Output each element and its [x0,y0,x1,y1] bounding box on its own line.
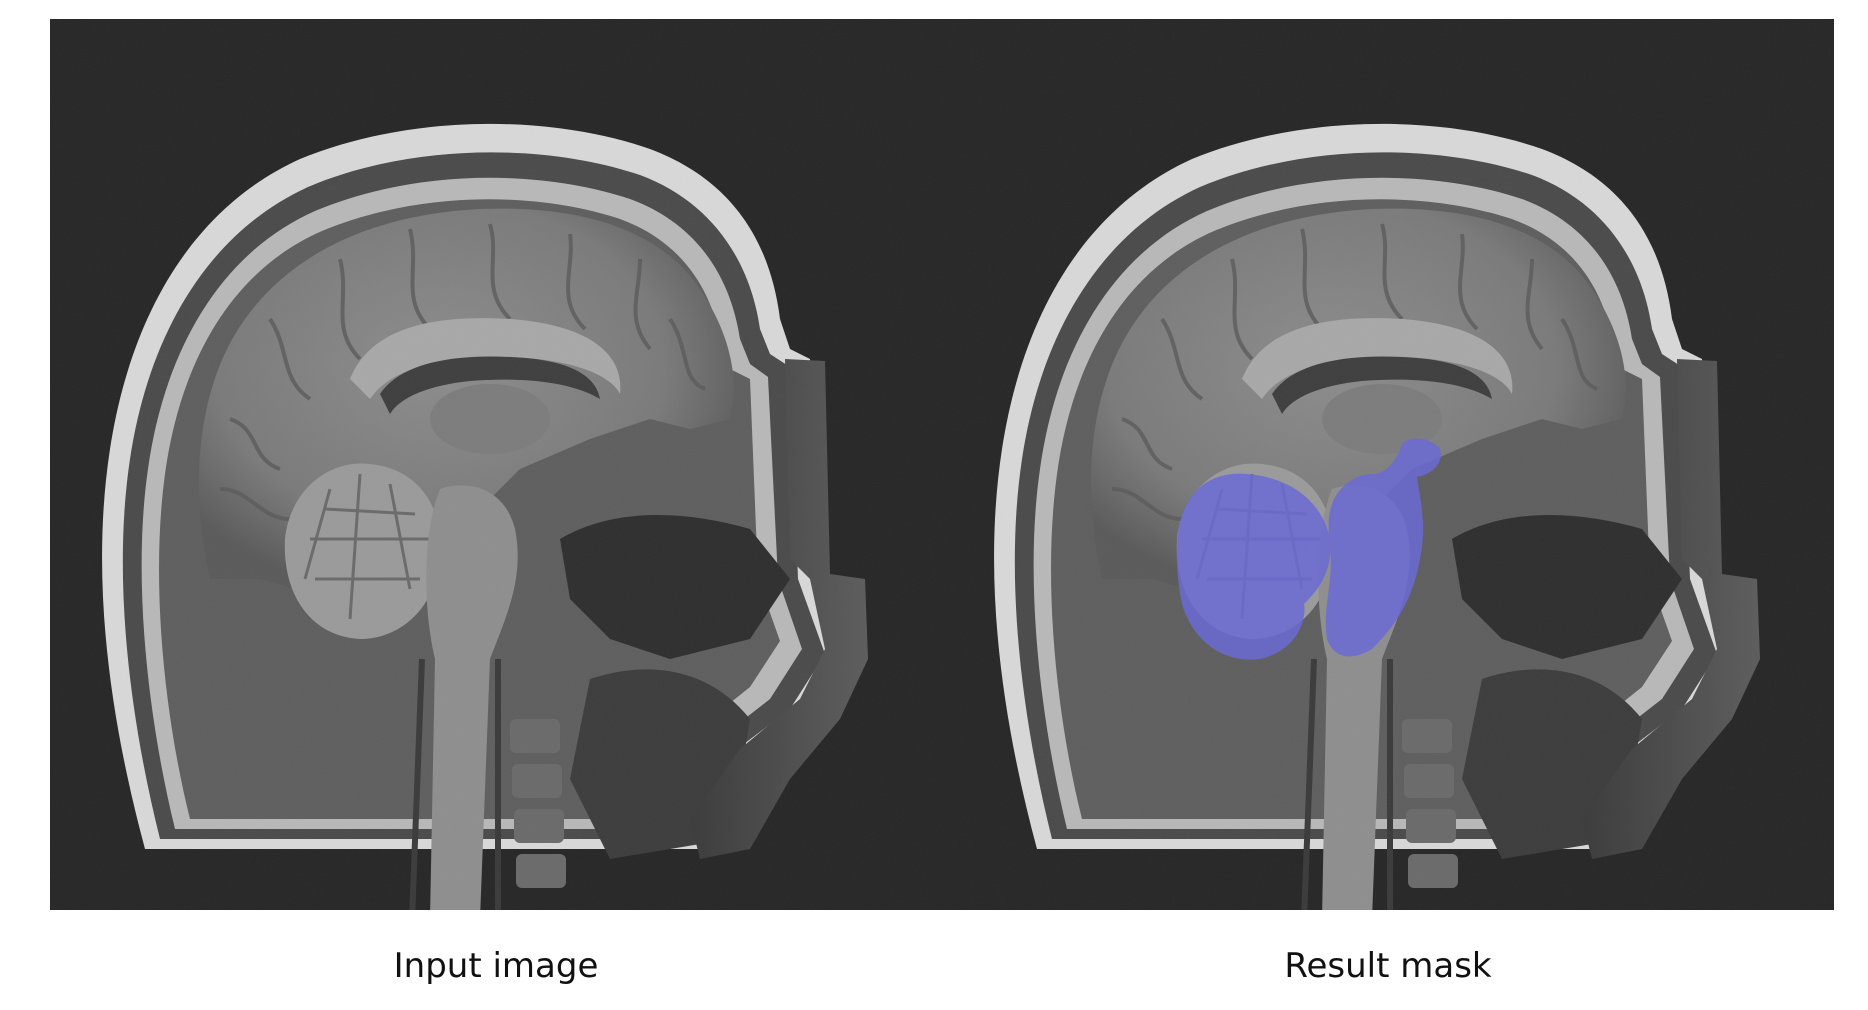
result-mask-caption: Result mask [1284,946,1492,986]
input-image-panel [50,19,942,910]
input-mri-scan [50,19,942,910]
result-mri-scan [942,19,1834,910]
input-image-caption: Input image [393,946,599,986]
result-mask-panel [942,19,1834,910]
